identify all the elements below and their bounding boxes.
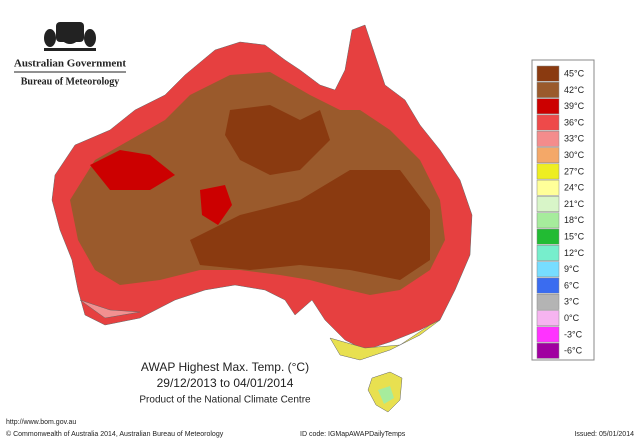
legend-swatch — [536, 212, 560, 229]
legend-label: 24°C — [564, 183, 585, 193]
legend-swatch — [536, 163, 560, 180]
legend-swatch — [536, 245, 560, 261]
legend-label: 12°C — [564, 248, 585, 258]
issued: Issued: 05/01/2014 — [574, 431, 634, 438]
legend-swatch — [536, 293, 560, 310]
legend-swatch — [536, 82, 560, 98]
legend-label: 27°C — [564, 166, 585, 176]
legend-swatch — [536, 196, 560, 212]
map-title: AWAP Highest Max. Temp. (°C) — [141, 360, 309, 374]
legend-label: -6°C — [564, 346, 583, 356]
id-code: ID code: IGMapAWAPDailyTemps — [300, 431, 406, 438]
legend: 45°C 42°C 39°C 36°C 33°C 30°C 27°C 24°C 21°C 18°C… — [536, 65, 585, 359]
legend-swatch — [536, 114, 560, 131]
legend-label: 9°C — [564, 264, 580, 274]
bureau: Bureau of Meteorology — [21, 76, 120, 87]
legend-swatch — [536, 326, 560, 343]
legend-swatch — [536, 130, 560, 147]
legend-swatch — [536, 98, 560, 115]
legend-label: 33°C — [564, 134, 585, 144]
legend-swatch — [536, 277, 560, 294]
legend-label: 15°C — [564, 232, 585, 242]
legend-swatch — [536, 147, 560, 164]
legend-swatch — [536, 65, 560, 82]
copyright: © Commonwealth of Australia 2014, Austra… — [6, 430, 224, 438]
legend-label: 39°C — [564, 101, 585, 111]
map-period: 29/12/2013 to 04/01/2014 — [157, 376, 294, 390]
legend-label: -3°C — [564, 329, 583, 339]
legend-swatch — [536, 228, 560, 245]
legend-label: 6°C — [564, 280, 580, 290]
legend-label: 30°C — [564, 150, 585, 160]
map-product: Product of the National Climate Centre — [139, 395, 311, 406]
legend-swatch — [536, 310, 560, 327]
legend-label: 18°C — [564, 215, 585, 225]
legend-swatch — [536, 342, 560, 359]
agency: Australian Government — [14, 58, 126, 70]
legend-label: 45°C — [564, 69, 585, 79]
legend-label: 0°C — [564, 313, 580, 323]
url: http://www.bom.gov.au — [6, 419, 76, 426]
legend-label: 21°C — [564, 199, 585, 209]
legend-swatch — [536, 261, 560, 278]
legend-label: 36°C — [564, 117, 585, 127]
legend-label: 3°C — [564, 297, 580, 307]
legend-swatch — [536, 179, 560, 196]
australia-map — [51, 24, 473, 413]
legend-label: 42°C — [564, 85, 585, 95]
crest — [44, 22, 96, 51]
